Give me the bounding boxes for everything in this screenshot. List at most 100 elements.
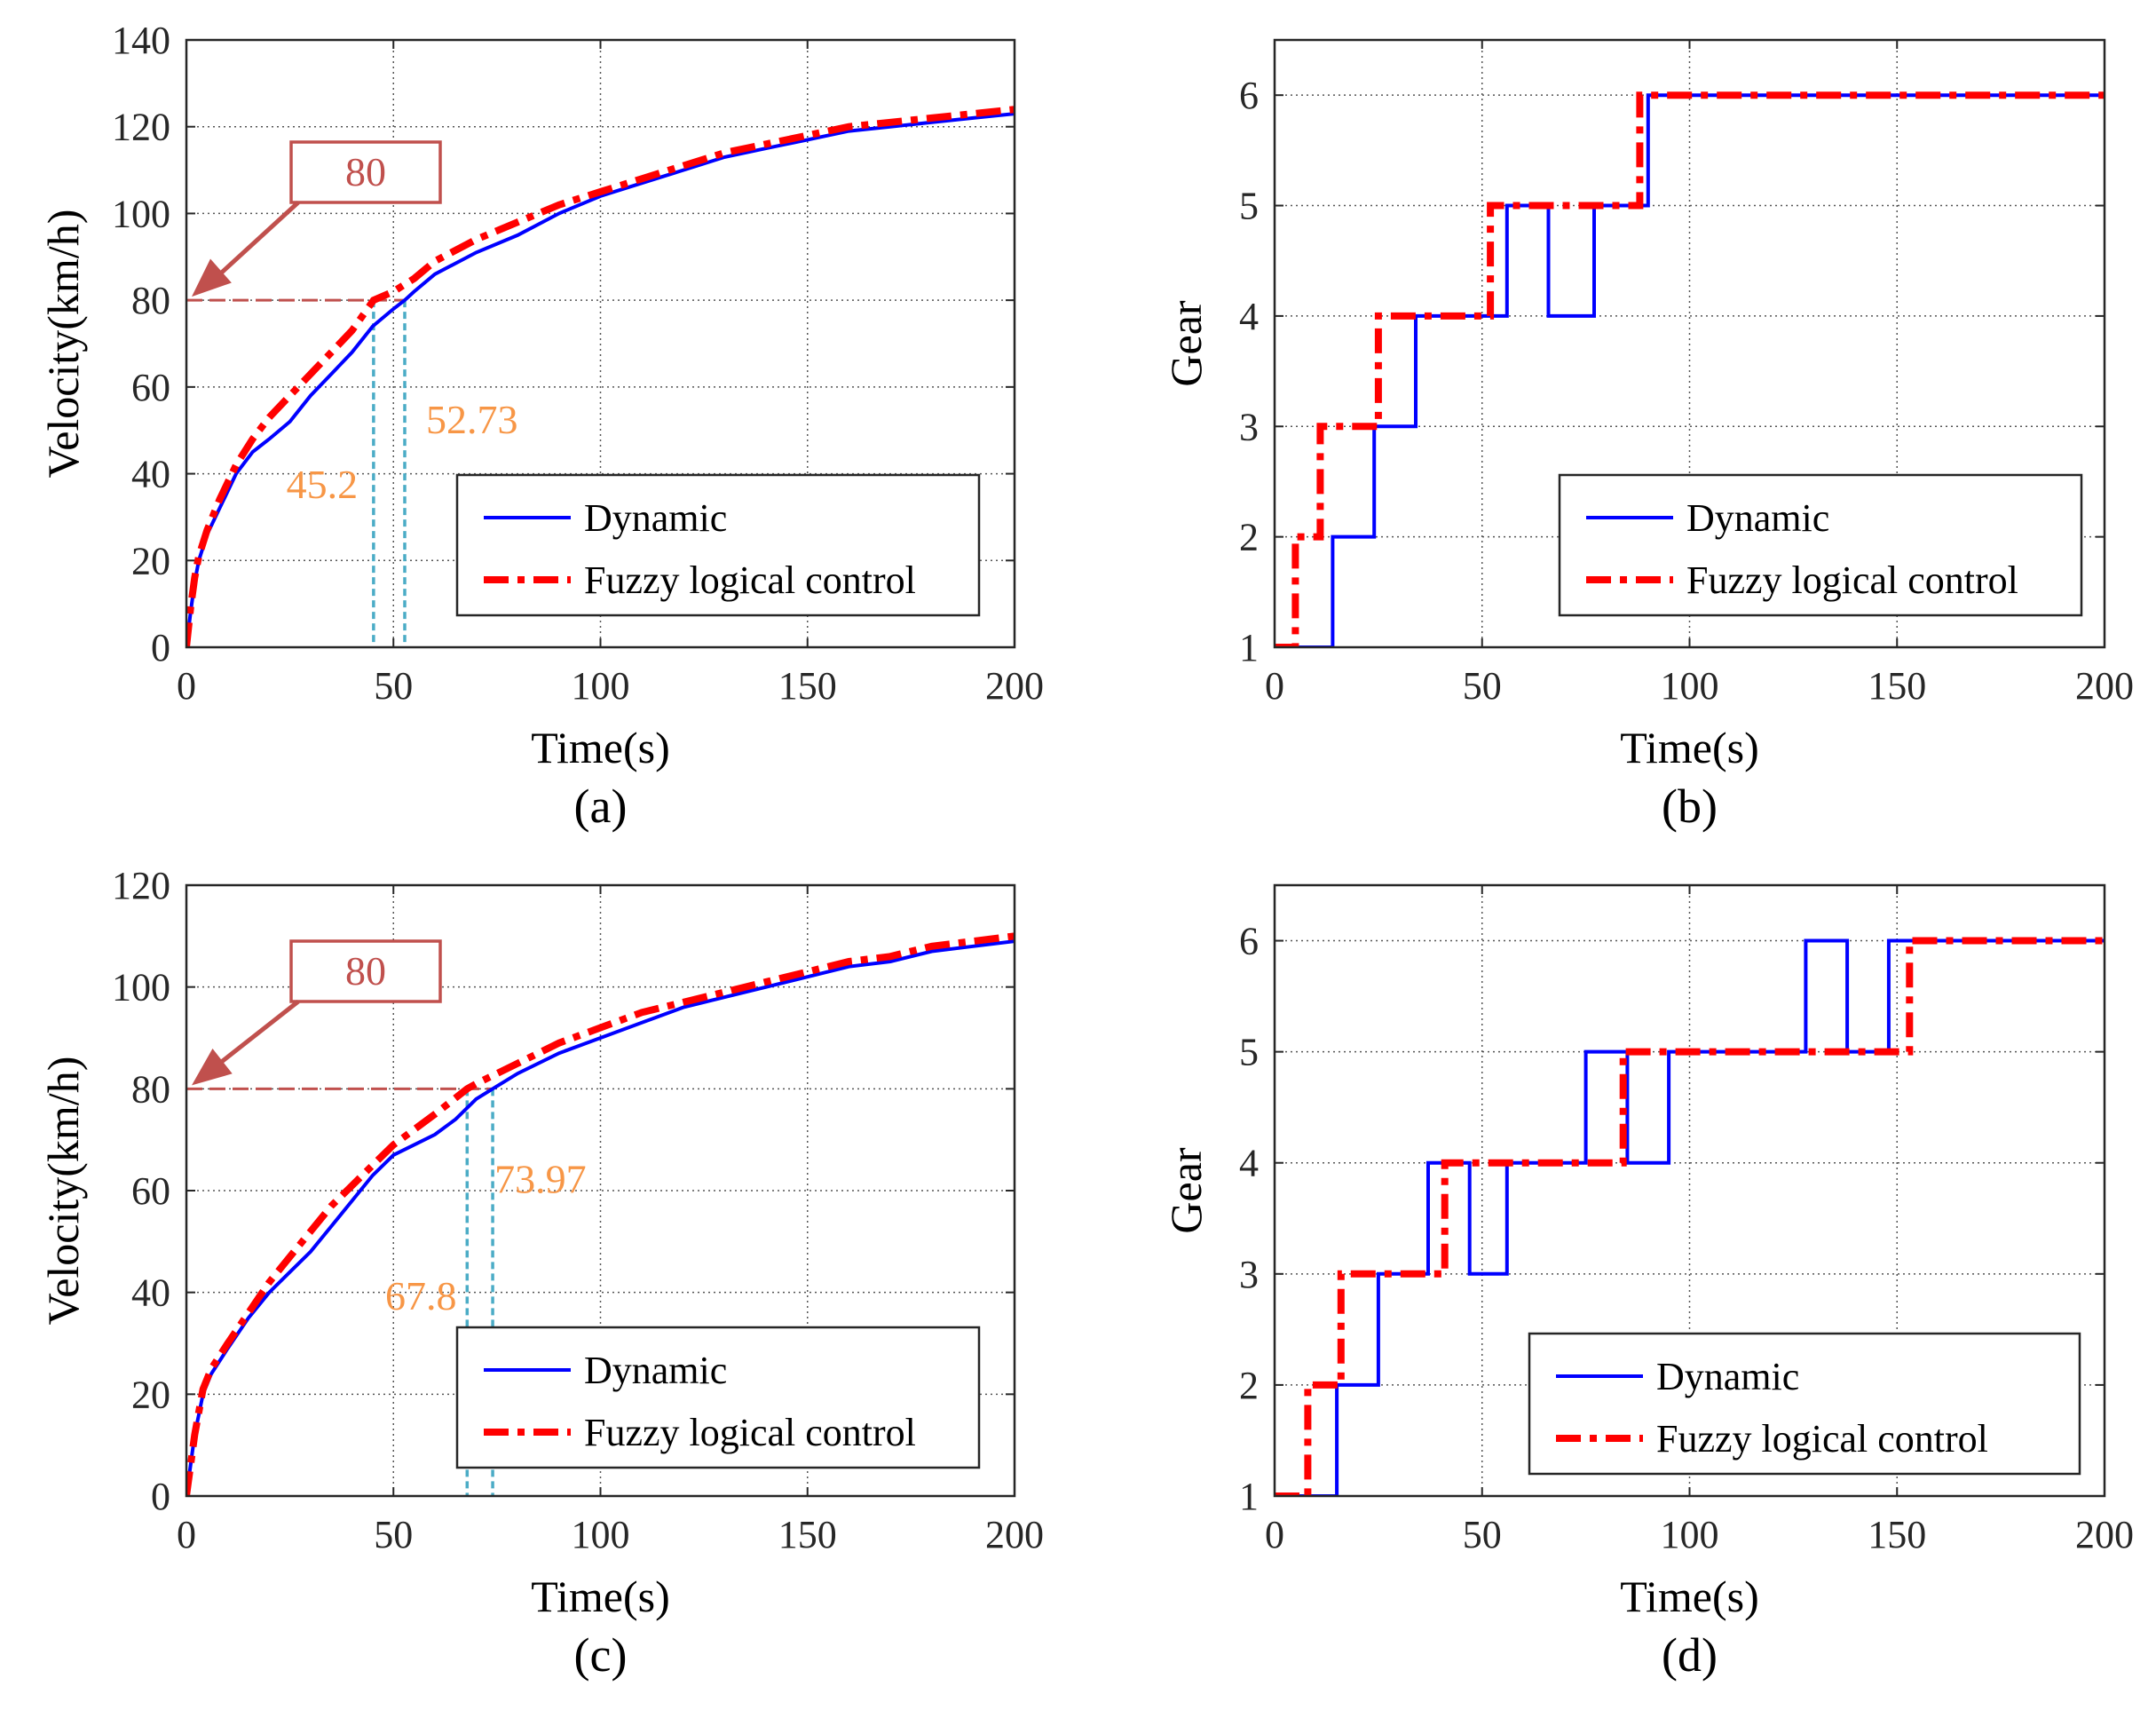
x-tick-label: 150 <box>1868 664 1926 708</box>
series-fuzzy-line <box>186 106 1015 647</box>
legend: Dynamic Fuzzy logical control <box>455 1326 981 1469</box>
x-axis-label: Time(s) <box>1620 723 1759 772</box>
y-tick-label: 1 <box>1239 1475 1259 1518</box>
x-tick-label: 50 <box>1463 1513 1502 1556</box>
y-tick-label: 1 <box>1239 626 1259 669</box>
x-tick-label: 0 <box>1265 664 1284 708</box>
y-tick-label: 60 <box>131 1169 170 1213</box>
x-axis-label: Time(s) <box>531 1572 670 1621</box>
x-axis-label: Time(s) <box>1620 1572 1759 1621</box>
y-axis-label: Velocity(km/h) <box>38 210 88 479</box>
legend-label-dynamic: Dynamic <box>1656 1355 1799 1398</box>
legend: Dynamic Fuzzy logical control <box>455 473 981 617</box>
x-tick-label: 100 <box>572 1513 630 1556</box>
annotation-label: 80 <box>345 149 386 194</box>
annotation-arrow-head <box>192 258 232 297</box>
y-axis-label: Gear <box>1161 1147 1211 1233</box>
panel-a-velocity: 0 50 100 150 200 0 20 40 60 80 100 120 140 Time(s) Vel… <box>38 19 1044 833</box>
legend-box <box>1558 473 2083 617</box>
axes-frame <box>185 883 1016 1498</box>
y-tick-label: 0 <box>151 1475 170 1518</box>
y-tick-label: 140 <box>112 19 170 62</box>
panel-label: (c) <box>574 1628 628 1682</box>
y-tick-label: 20 <box>131 539 170 582</box>
marker-label-1: 52.73 <box>426 397 518 442</box>
y-axis-label: Gear <box>1161 300 1211 386</box>
series-dynamic-line <box>1275 93 2105 647</box>
annotation-label: 80 <box>345 948 386 994</box>
x-tick-label: 0 <box>1265 1513 1284 1556</box>
y-tick-label: 0 <box>151 626 170 669</box>
y-tick-label: 4 <box>1239 295 1259 338</box>
x-tick-label: 150 <box>1868 1513 1926 1556</box>
y-tick-label: 60 <box>131 366 170 409</box>
legend-box <box>455 473 981 617</box>
series-dynamic-line <box>186 112 1015 647</box>
y-tick-label: 2 <box>1239 516 1259 559</box>
x-axis-label: Time(s) <box>531 723 670 772</box>
legend: Dynamic Fuzzy logical control <box>1558 473 2083 617</box>
panel-label: (a) <box>574 780 628 833</box>
x-tick-label: 200 <box>2075 664 2134 708</box>
annotation-box <box>289 140 442 204</box>
series-group <box>1275 91 2105 647</box>
series-fuzzy-line <box>186 932 1015 1496</box>
axes-frame <box>1273 883 2106 1498</box>
x-tick-label: 0 <box>177 1513 196 1556</box>
series-fuzzy-line <box>1275 937 2105 1496</box>
series-group <box>186 932 1015 1496</box>
y-tick-label: 4 <box>1239 1142 1259 1185</box>
y-tick-label: 2 <box>1239 1364 1259 1407</box>
marker-label-0: 67.8 <box>385 1273 457 1318</box>
series-dynamic-line <box>1275 938 2105 1496</box>
legend-label-dynamic: Dynamic <box>584 1349 727 1392</box>
series-fuzzy-line <box>1275 91 2105 647</box>
y-tick-label: 80 <box>131 279 170 322</box>
legend-label-fuzzy: Fuzzy logical control <box>584 1411 916 1454</box>
x-tick-label: 100 <box>1661 664 1719 708</box>
y-tick-label: 5 <box>1239 185 1259 228</box>
panel-d-gear: 0 50 100 150 200 1 2 3 4 5 6 Time(s) Gear (d) Dynamic F… <box>1161 883 2134 1682</box>
y-tick-label: 3 <box>1239 1253 1259 1296</box>
series-group <box>1275 937 2105 1496</box>
panel-b-gear: 0 50 100 150 200 1 2 3 4 5 6 Time(s) Gear (b) Dynamic F… <box>1161 38 2134 833</box>
legend: Dynamic Fuzzy logical control <box>1528 1332 2081 1476</box>
annotation-arrow-shaft <box>215 201 300 279</box>
series-group <box>186 106 1015 647</box>
grid-lines <box>1275 885 2105 1496</box>
legend-label-dynamic: Dynamic <box>1686 496 1829 540</box>
legend-box <box>1528 1332 2081 1476</box>
y-tick-label: 6 <box>1239 920 1259 963</box>
y-tick-label: 40 <box>131 1271 170 1315</box>
marker-label-0: 45.2 <box>287 462 359 507</box>
legend-label-fuzzy: Fuzzy logical control <box>1656 1417 1988 1461</box>
y-tick-label: 5 <box>1239 1031 1259 1074</box>
panel-c-velocity: 0 50 100 150 200 0 20 40 60 80 100 120 Time(s) Veloci… <box>38 864 1044 1682</box>
marker-label-1: 73.97 <box>494 1156 587 1201</box>
x-tick-label: 150 <box>778 664 837 708</box>
y-tick-label: 6 <box>1239 74 1259 117</box>
y-tick-label: 80 <box>131 1067 170 1111</box>
legend-label-dynamic: Dynamic <box>584 496 727 540</box>
x-tick-label: 100 <box>1661 1513 1719 1556</box>
y-tick-label: 3 <box>1239 405 1259 448</box>
y-tick-label: 100 <box>112 192 170 235</box>
panel-label: (b) <box>1662 780 1718 833</box>
y-tick-label: 20 <box>131 1373 170 1416</box>
panel-label: (d) <box>1662 1628 1718 1682</box>
x-tick-label: 0 <box>177 664 196 708</box>
x-tick-label: 50 <box>374 1513 413 1556</box>
annotation-arrow-shaft <box>215 1000 300 1068</box>
legend-label-fuzzy: Fuzzy logical control <box>584 558 916 602</box>
y-tick-label: 120 <box>112 864 170 907</box>
x-tick-label: 50 <box>374 664 413 708</box>
legend-label-fuzzy: Fuzzy logical control <box>1686 558 2018 602</box>
series-dynamic-line <box>186 939 1015 1496</box>
y-tick-label: 100 <box>112 966 170 1009</box>
legend-box <box>455 1326 981 1469</box>
y-tick-label: 120 <box>112 106 170 149</box>
x-tick-label: 50 <box>1463 664 1502 708</box>
x-tick-label: 200 <box>2075 1513 2134 1556</box>
x-tick-label: 150 <box>778 1513 837 1556</box>
axes-frame <box>1273 38 2106 649</box>
